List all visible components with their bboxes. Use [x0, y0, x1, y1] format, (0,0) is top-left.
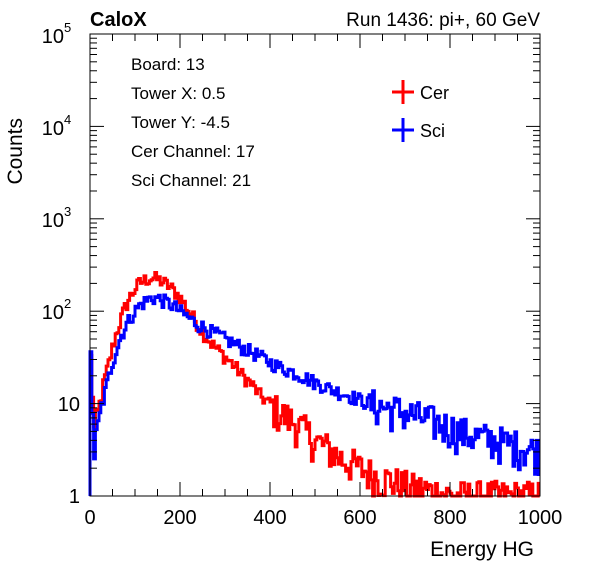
x-tick-label-200: 200 [163, 507, 196, 529]
info-box: Board: 13 Tower X: 0.5 Tower Y: -4.5 Cer… [131, 55, 255, 190]
x-tick-label-1000: 1000 [518, 507, 563, 529]
svg-text:4: 4 [64, 112, 71, 127]
x-tick-label-400: 400 [253, 507, 286, 529]
series-line-sci [88, 293, 540, 496]
legend-cer-label: Cer [420, 83, 449, 103]
chart-title: CaloX [90, 9, 147, 31]
info-tower-x: Tower X: 0.5 [131, 84, 226, 103]
svg-text:3: 3 [64, 204, 71, 219]
run-info: Run 1436: pi+, 60 GeV [346, 10, 540, 31]
y-axis-title: Counts [4, 118, 27, 185]
svg-text:10: 10 [42, 302, 64, 324]
legend-sci-label: Sci [420, 121, 445, 141]
info-board: Board: 13 [131, 55, 205, 74]
y-tick-label-1: 1 [69, 486, 80, 508]
series-layer [88, 271, 540, 498]
y-tick-label-1e3: 10 3 [42, 204, 71, 232]
x-tick-label-800: 800 [433, 507, 466, 529]
info-sci-channel: Sci Channel: 21 [131, 171, 251, 190]
x-tick-label-0: 0 [84, 507, 95, 529]
x-axis-title: Energy HG [430, 538, 534, 561]
y-tick-label-1e4: 10 4 [42, 112, 71, 140]
series-line-cer [88, 271, 540, 498]
svg-text:5: 5 [64, 20, 71, 35]
y-tick-label-10: 10 [58, 394, 80, 416]
svg-text:10: 10 [42, 26, 64, 48]
info-cer-channel: Cer Channel: 17 [131, 142, 255, 161]
info-tower-y: Tower Y: -4.5 [131, 113, 230, 132]
tick-layer [89, 33, 541, 497]
x-tick-label-600: 600 [343, 507, 376, 529]
y-tick-label-1e5: 10 5 [42, 20, 71, 48]
svg-text:10: 10 [42, 118, 64, 140]
y-tick-label-1e2: 10 2 [42, 296, 71, 324]
legend: Cer Sci [392, 80, 449, 142]
svg-text:2: 2 [64, 296, 71, 311]
legend-entry-cer: Cer [392, 80, 449, 104]
svg-text:10: 10 [42, 210, 64, 232]
legend-entry-sci: Sci [392, 118, 445, 142]
